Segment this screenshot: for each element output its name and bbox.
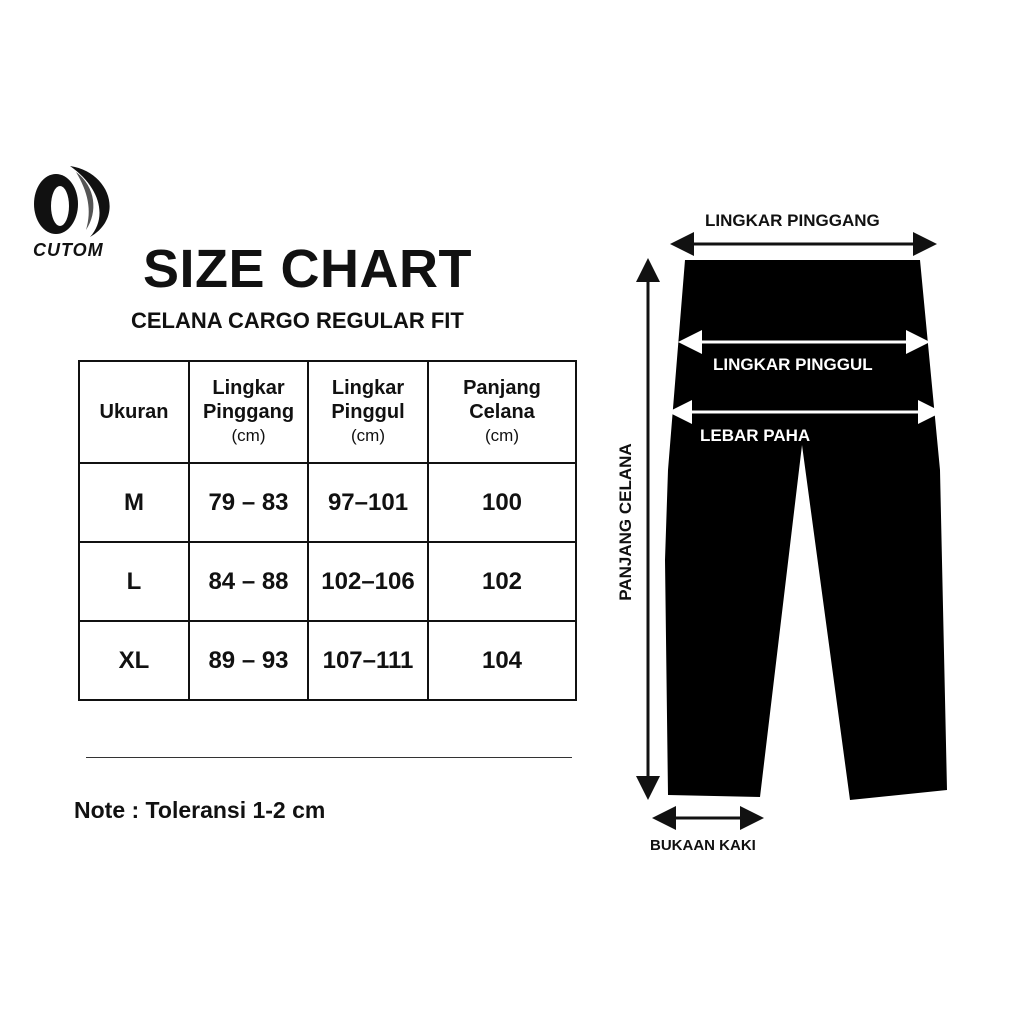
pants-silhouette xyxy=(665,260,947,800)
page-title: SIZE CHART xyxy=(143,239,472,299)
header-waist: Lingkar Pinggang (cm) xyxy=(188,360,309,464)
cell-hip: 102–106 xyxy=(307,541,429,622)
cell-size: XL xyxy=(78,620,190,701)
subtitle: CELANA CARGO REGULAR FIT xyxy=(131,308,464,333)
label-hip: LINGKAR PINGGUL xyxy=(713,355,873,374)
header-length: Panjang Celana (cm) xyxy=(427,360,577,464)
cell-waist: 79 – 83 xyxy=(188,462,309,543)
divider xyxy=(86,757,572,758)
cutom-logo xyxy=(34,166,110,237)
cell-hip: 97–101 xyxy=(307,462,429,543)
size-table: Ukuran Lingkar Pinggang (cm) Lingkar Pinggu… xyxy=(78,360,577,701)
label-waist: LINGKAR PINGGANG xyxy=(705,211,880,230)
cell-hip: 107–111 xyxy=(307,620,429,701)
header-hip: Lingkar Pinggul (cm) xyxy=(307,360,429,464)
table-row: L 84 – 88 102–106 102 xyxy=(78,541,577,622)
cell-size: L xyxy=(78,541,190,622)
label-length: PANJANG CELANA xyxy=(616,443,635,601)
cell-length: 100 xyxy=(427,462,577,543)
cell-waist: 84 – 88 xyxy=(188,541,309,622)
label-leg-opening: BUKAAN KAKI xyxy=(650,837,756,854)
table-header-row: Ukuran Lingkar Pinggang (cm) Lingkar Pinggu… xyxy=(78,360,577,464)
cell-waist: 89 – 93 xyxy=(188,620,309,701)
note: Note : Toleransi 1-2 cm xyxy=(74,797,326,823)
cell-length: 104 xyxy=(427,620,577,701)
logo-text: CUTOM xyxy=(33,240,104,260)
cell-length: 102 xyxy=(427,541,577,622)
cell-size: M xyxy=(78,462,190,543)
header-size: Ukuran xyxy=(78,360,190,464)
table-row: XL 89 – 93 107–111 104 xyxy=(78,620,577,701)
label-thigh: LEBAR PAHA xyxy=(700,426,811,445)
table-row: M 79 – 83 97–101 100 xyxy=(78,462,577,543)
